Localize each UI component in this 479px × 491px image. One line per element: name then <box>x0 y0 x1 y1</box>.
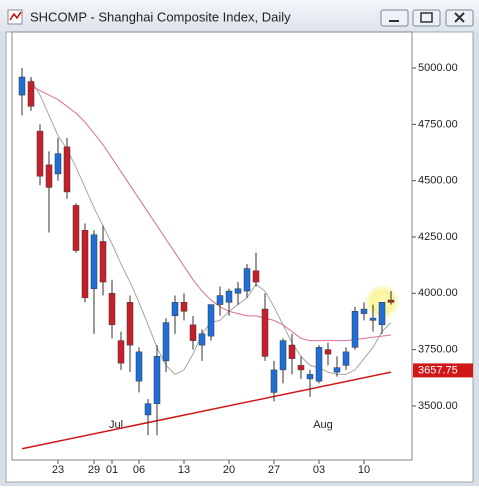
candle-body <box>45 164 53 188</box>
app-icon <box>7 9 23 25</box>
candle-body <box>369 317 377 321</box>
candle-body <box>306 374 314 380</box>
candle-body <box>270 369 278 393</box>
x-tick-label: 13 <box>178 464 190 476</box>
y-tick-label: 3750.00 <box>418 344 458 356</box>
y-tick-label: 4750.00 <box>418 118 458 130</box>
candle-body <box>252 270 260 283</box>
month-label: Aug <box>313 419 333 431</box>
y-tick-label: 3500.00 <box>418 400 458 412</box>
y-tick-label: 4500.00 <box>418 175 458 187</box>
candle-body <box>108 293 116 326</box>
x-tick-label: 03 <box>313 464 325 476</box>
candle-body <box>54 153 62 175</box>
candle-body <box>351 311 359 348</box>
plot-area <box>11 31 413 461</box>
price-marker <box>413 363 473 378</box>
candle-body <box>243 268 251 292</box>
candle-body <box>153 356 161 404</box>
candle-body <box>180 302 188 312</box>
candle-body <box>63 146 71 193</box>
minimize-button[interactable] <box>380 9 409 27</box>
candle-body <box>126 302 134 346</box>
candle-body <box>288 344 296 359</box>
candle-body <box>189 324 197 341</box>
x-tick-label: 29 <box>88 464 100 476</box>
y-tick-label: 4000.00 <box>418 287 458 299</box>
trend-line <box>21 371 392 450</box>
candle-body <box>387 299 395 303</box>
moving-average-line <box>30 85 392 342</box>
candle-body <box>216 295 224 305</box>
candle-body <box>117 340 125 364</box>
candle-body <box>36 130 44 177</box>
candle-body <box>81 229 89 299</box>
x-tick-label: 06 <box>133 464 145 476</box>
price-marker-label: 3657.75 <box>418 364 458 376</box>
candle-body <box>90 234 98 290</box>
candle-body <box>135 351 143 382</box>
x-tick-label: 01 <box>106 464 118 476</box>
candle-body <box>72 205 80 251</box>
y-tick-label: 4250.00 <box>418 231 458 243</box>
candle-body <box>207 304 215 337</box>
candle-body <box>225 290 233 303</box>
candle-body <box>315 347 323 382</box>
x-tick-label: 20 <box>223 464 235 476</box>
x-tick-label: 10 <box>358 464 370 476</box>
candle-body <box>360 308 368 314</box>
candle-body <box>297 365 305 371</box>
close-button[interactable] <box>445 9 474 27</box>
candle-body <box>261 308 269 357</box>
x-tick-label: 27 <box>268 464 280 476</box>
candle-body <box>333 367 341 373</box>
maximize-button[interactable] <box>412 9 441 27</box>
candle-body <box>99 241 107 283</box>
window-title: SHCOMP - Shanghai Composite Index, Daily <box>30 9 291 24</box>
candle-body <box>279 340 287 371</box>
candle-body <box>234 288 242 294</box>
candle-body <box>27 81 35 107</box>
candle-body <box>342 351 350 366</box>
candle-body <box>18 76 26 96</box>
candle-body <box>171 302 179 317</box>
candle-body <box>162 322 170 362</box>
x-tick-label: 23 <box>52 464 64 476</box>
y-tick-label: 5000.00 <box>418 62 458 74</box>
candle-body <box>198 333 206 346</box>
candle-body <box>324 349 332 355</box>
candle-body <box>378 302 386 326</box>
candle-body <box>144 403 152 416</box>
